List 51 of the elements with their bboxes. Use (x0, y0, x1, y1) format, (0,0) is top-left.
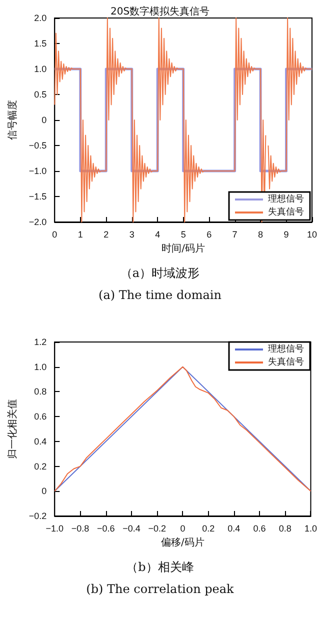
x-tick-label: −0.4 (122, 524, 140, 534)
x-tick-label: 0.2 (202, 524, 215, 534)
x-tick-label: 0.4 (228, 524, 240, 534)
y-axis-title: 信号幅度 (6, 100, 18, 140)
y-tick-label: 0.4 (34, 436, 47, 446)
x-tick-label: 0 (52, 230, 58, 240)
x-tick-label: 0 (180, 524, 186, 534)
y-axis-title: 归一化相关值 (6, 399, 18, 459)
x-tick-label: 9 (284, 230, 289, 240)
x-tick-label: −0.6 (96, 524, 115, 534)
x-axis-title: 偏移/码片 (161, 536, 204, 548)
y-tick-label: 0 (42, 486, 47, 496)
text: （b）相关峰 (125, 559, 195, 576)
legend-label: 理想信号 (268, 344, 304, 354)
x-tick-label: 0.8 (278, 524, 292, 534)
y-tick-label: 1.0 (34, 64, 47, 74)
text: （a）时域波形 (119, 265, 201, 282)
legend-label: 失真信号 (268, 356, 304, 368)
chart-title: 20S数字模拟失真信号 (110, 6, 210, 18)
y-tick-label: 2.0 (34, 13, 47, 23)
x-axis-title: 时间/码片 (162, 242, 206, 254)
x-tick-label: 1.0 (304, 524, 317, 534)
y-tick-label: 0.6 (34, 412, 47, 422)
x-tick-label: 5 (180, 230, 186, 240)
y-tick-label: 1.0 (34, 362, 47, 372)
y-tick-label: −0.5 (28, 140, 47, 150)
x-tick-label: 6 (206, 230, 212, 240)
text: (b) The correlation peak (85, 581, 235, 598)
x-tick-label: 7 (232, 230, 238, 240)
y-tick-label: −1.5 (28, 192, 47, 202)
y-tick-label: −2.0 (28, 217, 47, 227)
y-tick-label: 1.2 (34, 337, 47, 347)
y-tick-label: 1.5 (34, 38, 47, 48)
x-tick-label: 3 (129, 230, 134, 240)
y-tick-label: −1.0 (28, 166, 47, 176)
x-tick-label: 1 (78, 230, 83, 240)
y-tick-label: −0.2 (28, 511, 47, 521)
x-tick-label: −0.8 (71, 524, 90, 534)
text: (a) The time domain (98, 287, 222, 304)
y-tick-label: 0 (42, 115, 47, 125)
legend-label: 理想信号 (268, 194, 304, 204)
y-tick-label: 0.2 (34, 461, 47, 472)
x-tick-label: −0.2 (148, 524, 166, 534)
x-tick-label: 2 (104, 230, 109, 240)
legend-label: 失真信号 (268, 206, 304, 218)
x-tick-label: 10 (306, 230, 317, 240)
x-tick-label: 4 (155, 230, 160, 240)
y-tick-label: 0.8 (34, 386, 47, 397)
x-tick-label: 0.6 (253, 524, 266, 534)
y-tick-label: 0.5 (34, 90, 47, 100)
x-tick-label: 8 (258, 230, 264, 240)
